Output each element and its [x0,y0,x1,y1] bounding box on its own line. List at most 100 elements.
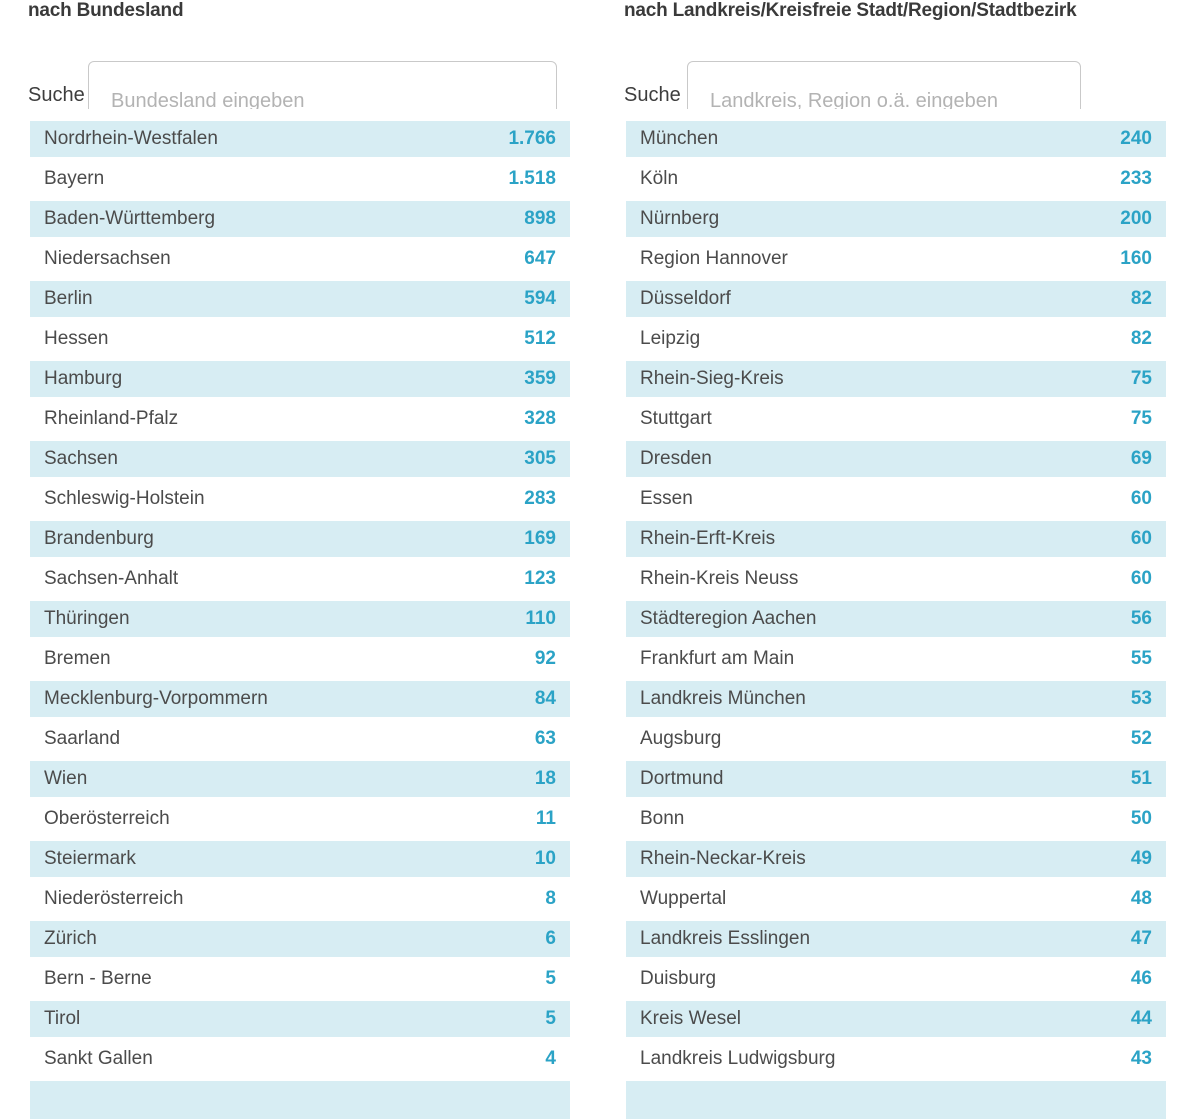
list-item: Dortmund 51 [626,759,1166,799]
list-item: Saarland 63 [30,719,570,759]
list-item: Dresden 69 [626,439,1166,479]
list-item: Duisburg 46 [626,959,1166,999]
row-label: Frankfurt am Main [640,648,795,669]
row-label: Leipzig [640,328,701,349]
list-item: München 240 [626,119,1166,159]
row-value: 10 [534,848,556,869]
row-label: Region Hannover [640,248,788,269]
list-item: Rhein-Erft-Kreis 60 [626,519,1166,559]
row-label: München [640,128,719,149]
row-value: 594 [524,288,556,309]
bundesland-search-label: Suche [28,84,85,106]
row-value: 647 [524,248,556,269]
row-value: 51 [1130,768,1152,789]
row-label: Landkreis Ludwigsburg [640,1048,836,1069]
list-item: Wien 18 [30,759,570,799]
row-value: 50 [1130,808,1152,829]
list-item: Sankt Gallen 4 [30,1039,570,1079]
row-value: 60 [1130,568,1152,589]
list-item: Sachsen-Anhalt 123 [30,559,570,599]
row-value: 233 [1120,168,1152,189]
row-value: 49 [1130,848,1152,869]
row-label: Stuttgart [640,408,712,429]
list-item: Essen 60 [626,479,1166,519]
list-item: Niedersachsen 647 [30,239,570,279]
list-item: Rhein-Kreis Neuss 60 [626,559,1166,599]
list-item: Region Hannover 160 [626,239,1166,279]
row-value: 18 [534,768,556,789]
list-item: Thüringen 110 [30,599,570,639]
bundesland-search-field-wrapper [88,61,557,109]
row-value: 75 [1130,368,1152,389]
row-label: Rhein-Kreis Neuss [640,568,799,589]
row-label: Rhein-Sieg-Kreis [640,368,784,389]
list-item: Kreis Wesel 44 [626,999,1166,1039]
landkreis-search-label: Suche [624,84,681,106]
row-value: 240 [1120,128,1152,149]
row-label: Berlin [44,288,93,309]
row-label: Wuppertal [640,888,727,909]
list-item: Baden-Württemberg 898 [30,199,570,239]
row-value: 512 [524,328,556,349]
row-value: 84 [534,688,556,709]
list-item: Stuttgart 75 [626,399,1166,439]
row-value: 92 [534,648,556,669]
list-item: Städteregion Aachen 56 [626,599,1166,639]
list-item: Augsburg 52 [626,719,1166,759]
row-label: Köln [640,168,679,189]
row-value: 6 [545,928,556,949]
row-value: 63 [534,728,556,749]
row-value: 123 [524,568,556,589]
row-label: Rhein-Neckar-Kreis [640,848,806,869]
row-label: Sachsen [44,448,118,469]
landkreis-search-input[interactable] [687,61,1081,109]
row-label: Thüringen [44,608,130,629]
row-label: Hamburg [44,368,123,389]
row-value: 75 [1130,408,1152,429]
list-item: Leipzig 82 [626,319,1166,359]
row-label: Bayern [44,168,105,189]
row-value: 11 [535,808,556,829]
row-label: Hessen [44,328,109,349]
row-label: Bonn [640,808,685,829]
landkreis-search-field-wrapper [687,61,1081,109]
row-label: Sankt Gallen [44,1048,153,1069]
list-item: Brandenburg 169 [30,519,570,559]
list-item: Hamburg 359 [30,359,570,399]
list-item: Köln 233 [626,159,1166,199]
row-label: Oberösterreich [44,808,170,829]
row-value: 169 [524,528,556,549]
list-item: Wuppertal 48 [626,879,1166,919]
list-item: Schleswig-Holstein 283 [30,479,570,519]
list-item: Bonn 50 [626,799,1166,839]
row-label: Wien [44,768,88,789]
row-value: 82 [1130,328,1152,349]
list-item: Rheinland-Pfalz 328 [30,399,570,439]
row-value: 60 [1130,528,1152,549]
row-label: Düsseldorf [640,288,731,309]
row-value: 46 [1130,968,1152,989]
row-value: 200 [1120,208,1152,229]
row-label: Brandenburg [44,528,154,549]
row-label: Zürich [44,928,97,949]
row-value: 1.518 [508,168,556,189]
bundesland-panel: nach Bundesland Suche Nordrhein-Westfale… [28,0,570,1088]
row-label: Mecklenburg-Vorpommern [44,688,268,709]
row-value: 4 [545,1048,556,1069]
row-label: Schleswig-Holstein [44,488,205,509]
row-label: Bremen [44,648,111,669]
row-value: 898 [524,208,556,229]
row-value: 82 [1130,288,1152,309]
row-value: 359 [524,368,556,389]
row-value: 110 [525,608,556,629]
bundesland-search-input[interactable] [88,61,557,109]
landkreis-panel-title: nach Landkreis/Kreisfreie Stadt/Region/S… [624,0,1077,21]
list-item: Bayern 1.518 [30,159,570,199]
list-item: Berlin 594 [30,279,570,319]
row-label: Landkreis München [640,688,806,709]
list-item: Niederösterreich 8 [30,879,570,919]
row-label: Nürnberg [640,208,720,229]
list-item: Sachsen 305 [30,439,570,479]
landkreis-panel: nach Landkreis/Kreisfreie Stadt/Region/S… [624,0,1166,1088]
row-label: Augsburg [640,728,722,749]
